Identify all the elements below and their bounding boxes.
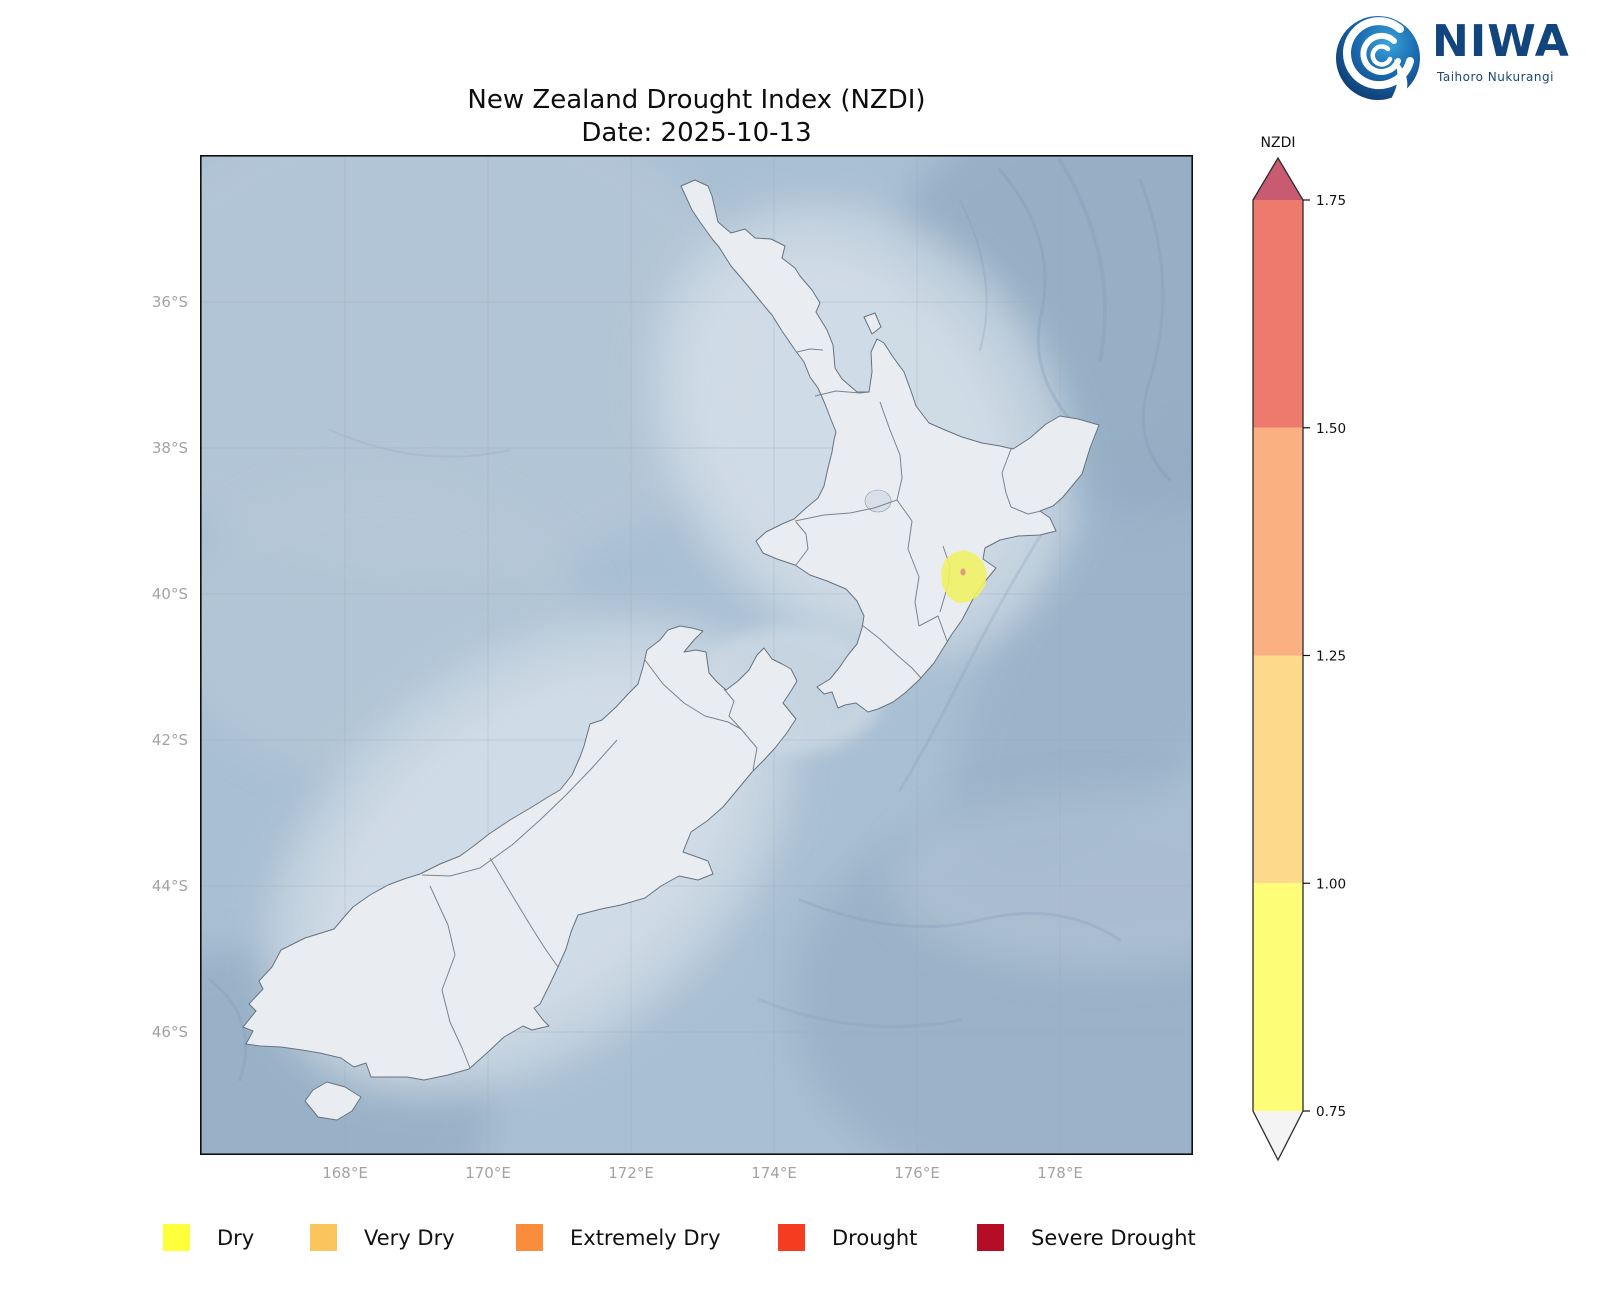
- lat-tick-label: 44°S: [108, 876, 188, 896]
- colorbar: NZDI 1.75 1.50 1.25 1.00 0.75: [1240, 128, 1390, 1190]
- colorbar-segment: [1253, 428, 1303, 656]
- colorbar-over-arrow: [1253, 158, 1303, 200]
- colorbar-segment: [1253, 656, 1303, 884]
- lat-tick-label: 38°S: [108, 438, 188, 458]
- legend-label-extremely-dry: Extremely Dry: [570, 1224, 721, 1251]
- colorbar-segment: [1253, 200, 1303, 428]
- colorbar-tick-label: 1.00: [1316, 876, 1346, 892]
- lat-tick-label: 46°S: [108, 1022, 188, 1042]
- page-title: New Zealand Drought Index (NZDI): [200, 84, 1193, 117]
- lon-tick-label: 168°E: [303, 1163, 387, 1183]
- colorbar-title: NZDI: [1261, 135, 1296, 151]
- drought-core-dot: [960, 568, 965, 575]
- colorbar-tick-label: 1.50: [1316, 421, 1346, 437]
- colorbar-under-arrow: [1253, 1111, 1303, 1160]
- legend-label-drought: Drought: [832, 1224, 917, 1251]
- colorbar-body: 1.75 1.50 1.25 1.00 0.75: [1253, 158, 1346, 1160]
- lon-tick-label: 174°E: [732, 1163, 816, 1183]
- lon-tick-label: 176°E: [875, 1163, 959, 1183]
- legend-label-severe-drought: Severe Drought: [1031, 1224, 1196, 1251]
- lat-tick-label: 40°S: [108, 584, 188, 604]
- lat-tick-label: 36°S: [108, 292, 188, 312]
- legend-label-dry: Dry: [217, 1224, 254, 1251]
- lon-tick-label: 170°E: [446, 1163, 530, 1183]
- legend-swatch-dry: [163, 1224, 190, 1251]
- niwa-logo-text: NIWA: [1432, 16, 1570, 67]
- lat-tick-label: 42°S: [108, 730, 188, 750]
- legend-swatch-very-dry: [310, 1224, 337, 1251]
- legend-swatch-severe-drought: [977, 1224, 1004, 1251]
- colorbar-segment: [1253, 883, 1303, 1111]
- colorbar-tick-label: 1.75: [1316, 193, 1346, 209]
- page-subtitle-date: Date: 2025-10-13: [200, 117, 1193, 150]
- legend-swatch-drought: [778, 1224, 805, 1251]
- nz-drought-map: [200, 155, 1193, 1155]
- page: { "title": { "line1": "New Zealand Droug…: [0, 0, 1600, 1300]
- colorbar-tick-label: 1.25: [1316, 649, 1346, 665]
- legend-label-very-dry: Very Dry: [364, 1224, 455, 1251]
- lon-tick-label: 172°E: [589, 1163, 673, 1183]
- lon-tick-label: 178°E: [1018, 1163, 1102, 1183]
- niwa-logo-icon: [1334, 13, 1422, 101]
- title-block: New Zealand Drought Index (NZDI) Date: 2…: [200, 84, 1193, 150]
- niwa-logo-tagline: Taihoro Nukurangi: [1437, 70, 1554, 84]
- colorbar-tick-label: 0.75: [1316, 1104, 1346, 1120]
- legend-swatch-extremely-dry: [516, 1224, 543, 1251]
